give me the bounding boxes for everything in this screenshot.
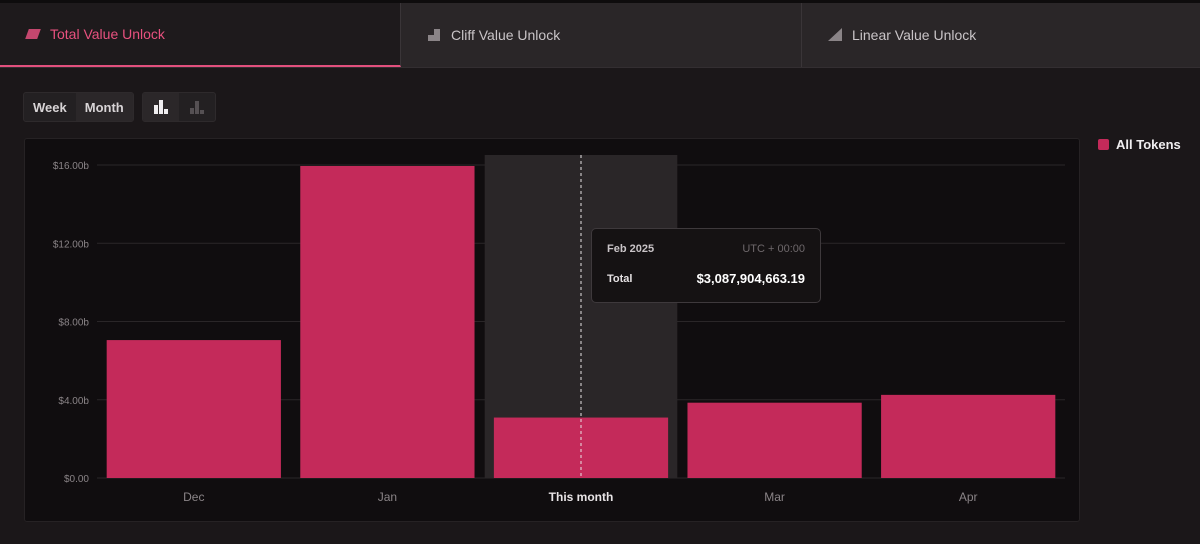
x-tick-label: Jan: [378, 490, 397, 504]
period-toggle: Week Month: [23, 92, 134, 122]
bar[interactable]: [106, 340, 281, 478]
cliff-unlock-icon: [427, 28, 441, 42]
x-tick-label: Apr: [959, 490, 978, 504]
unlock-tabs: Total Value Unlock Cliff Value Unlock Li…: [0, 0, 1200, 68]
bar-view-button[interactable]: [142, 93, 179, 121]
legend-swatch: [1098, 139, 1109, 150]
view-toggle: [141, 92, 216, 122]
tab-cliff-value-unlock[interactable]: Cliff Value Unlock: [401, 3, 802, 67]
bar[interactable]: [687, 402, 862, 478]
x-tick-label: This month: [549, 490, 614, 504]
month-button[interactable]: Month: [75, 93, 133, 121]
bar-chart-icon: [153, 100, 169, 114]
tab-label: Cliff Value Unlock: [451, 27, 561, 43]
chart-controls: Week Month: [23, 92, 216, 122]
legend-label: All Tokens: [1116, 137, 1181, 152]
bar[interactable]: [881, 394, 1056, 478]
bar-chart: $0.00 $4.00b $8.00b $12.00b $16.00b Dec Jan Thi…: [53, 155, 1065, 504]
stacked-chart-icon: [189, 100, 205, 114]
y-tick-label: $16.00b: [53, 161, 90, 172]
y-tick-label: $4.00b: [58, 396, 89, 407]
linear-unlock-icon: [828, 28, 842, 42]
tooltip-timezone: UTC + 00:00: [742, 243, 805, 255]
chart-tooltip: Feb 2025 UTC + 00:00 Total $3,087,904,66…: [591, 228, 821, 303]
tooltip-total-value: $3,087,904,663.19: [696, 271, 805, 286]
stacked-view-button[interactable]: [179, 93, 215, 121]
tab-total-value-unlock[interactable]: Total Value Unlock: [0, 3, 401, 67]
total-unlock-icon: [26, 27, 40, 41]
tab-label: Linear Value Unlock: [852, 27, 977, 43]
chart-legend[interactable]: All Tokens: [1098, 137, 1181, 152]
y-tick-label: $0.00: [64, 474, 89, 485]
x-tick-label: Mar: [764, 490, 785, 504]
y-tick-label: $8.00b: [58, 318, 89, 329]
bar[interactable]: [300, 165, 475, 478]
tooltip-date: Feb 2025: [607, 243, 655, 255]
x-tick-label: Dec: [183, 490, 204, 504]
tab-label: Total Value Unlock: [50, 26, 165, 42]
tooltip-total-label: Total: [607, 272, 633, 285]
y-tick-label: $12.00b: [53, 239, 90, 250]
week-button[interactable]: Week: [24, 93, 76, 121]
chart-panel: $0.00 $4.00b $8.00b $12.00b $16.00b Dec Jan Thi…: [24, 138, 1080, 522]
tab-linear-value-unlock[interactable]: Linear Value Unlock: [802, 3, 1200, 67]
